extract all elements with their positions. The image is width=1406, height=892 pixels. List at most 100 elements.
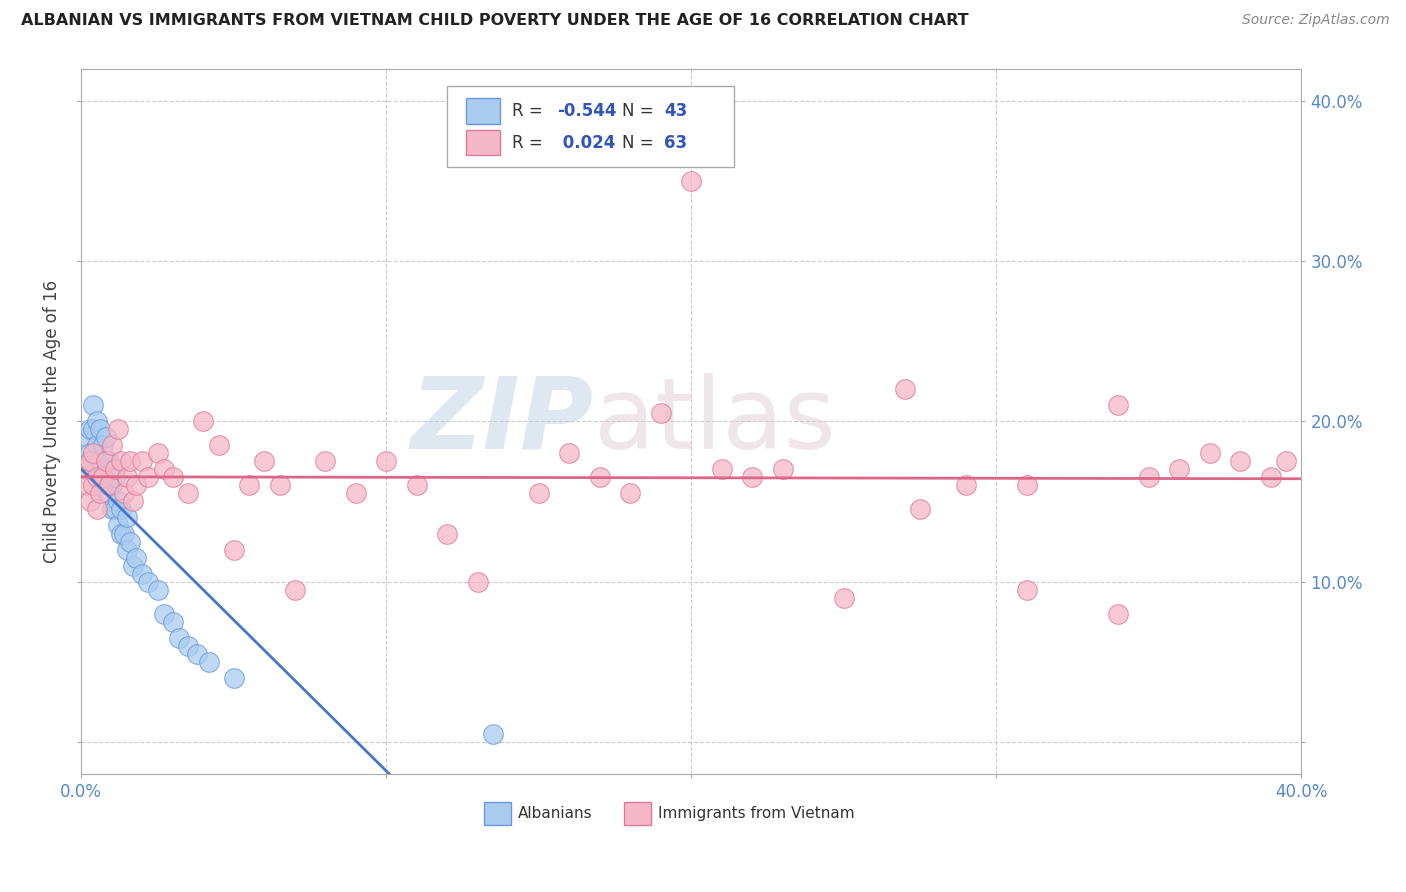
Point [1168, 462, 1191, 476]
Point [1260, 470, 1282, 484]
Point [82, 478, 104, 492]
Point [91, 470, 114, 484]
Point [375, 454, 398, 468]
Point [589, 470, 612, 484]
Point [1137, 470, 1160, 484]
Point [125, 478, 148, 492]
Point [86, 470, 108, 484]
Text: Albanians: Albanians [517, 806, 593, 821]
Point [138, 574, 160, 589]
Point [238, 478, 260, 492]
Point [120, 454, 142, 468]
Point [94, 430, 117, 444]
Point [710, 462, 733, 476]
Point [115, 542, 138, 557]
Text: 63: 63 [665, 134, 688, 152]
Point [86, 414, 108, 428]
Point [1015, 582, 1038, 597]
Point [1229, 454, 1251, 468]
Point [125, 550, 148, 565]
Point [115, 470, 138, 484]
Point [97, 486, 120, 500]
Text: 43: 43 [665, 102, 688, 120]
Point [894, 382, 917, 396]
Point [152, 607, 174, 621]
Point [82, 446, 104, 460]
Point [162, 470, 184, 484]
Point [89, 486, 111, 500]
Point [86, 502, 108, 516]
Point [100, 438, 122, 452]
Point [1198, 446, 1220, 460]
Point [79, 494, 101, 508]
Bar [465, 98, 499, 124]
Point [1275, 454, 1298, 468]
Point [467, 574, 489, 589]
Point [1107, 398, 1129, 412]
Point [73, 462, 96, 476]
Point [253, 454, 276, 468]
Point [91, 438, 114, 452]
Text: Source: ZipAtlas.com: Source: ZipAtlas.com [1241, 13, 1389, 28]
Text: N =: N = [621, 102, 658, 120]
Text: N =: N = [621, 134, 658, 152]
Point [1107, 607, 1129, 621]
Point [86, 462, 108, 476]
Point [89, 422, 111, 436]
Point [1015, 478, 1038, 492]
Point [482, 727, 505, 741]
Point [122, 494, 145, 508]
Text: atlas: atlas [593, 373, 835, 470]
Bar [624, 802, 651, 825]
Point [908, 502, 931, 516]
Point [79, 446, 101, 460]
Point [314, 454, 336, 468]
Point [344, 486, 367, 500]
Point [131, 454, 153, 468]
Y-axis label: Child Poverty Under the Age of 16: Child Poverty Under the Age of 16 [44, 280, 60, 563]
Point [110, 454, 132, 468]
Point [152, 462, 174, 476]
Text: R =: R = [512, 134, 548, 152]
Point [558, 446, 581, 460]
Point [104, 470, 127, 484]
Point [405, 478, 427, 492]
FancyBboxPatch shape [447, 87, 734, 168]
Point [76, 430, 98, 444]
Point [269, 478, 291, 492]
Point [681, 174, 703, 188]
Point [73, 454, 96, 468]
Point [115, 510, 138, 524]
Point [162, 615, 184, 629]
Point [198, 655, 221, 669]
Point [120, 534, 142, 549]
Point [104, 502, 127, 516]
Point [741, 470, 763, 484]
Point [146, 582, 169, 597]
Point [222, 542, 245, 557]
Point [107, 518, 129, 533]
Text: ZIP: ZIP [411, 373, 593, 470]
Point [436, 526, 458, 541]
Text: 0.024: 0.024 [557, 134, 616, 152]
Point [222, 671, 245, 685]
Point [619, 486, 641, 500]
Point [94, 454, 117, 468]
Text: -0.544: -0.544 [557, 102, 617, 120]
Point [104, 462, 127, 476]
Point [97, 478, 120, 492]
Point [107, 494, 129, 508]
Point [97, 454, 120, 468]
Bar [465, 130, 499, 155]
Point [186, 647, 208, 661]
Point [100, 478, 122, 492]
Point [131, 566, 153, 581]
Point [193, 414, 215, 428]
Point [112, 526, 135, 541]
Point [207, 438, 229, 452]
Point [94, 478, 117, 492]
Text: ALBANIAN VS IMMIGRANTS FROM VIETNAM CHILD POVERTY UNDER THE AGE OF 16 CORRELATIO: ALBANIAN VS IMMIGRANTS FROM VIETNAM CHIL… [21, 13, 969, 29]
Point [79, 454, 101, 468]
Point [94, 454, 117, 468]
Bar [484, 802, 510, 825]
